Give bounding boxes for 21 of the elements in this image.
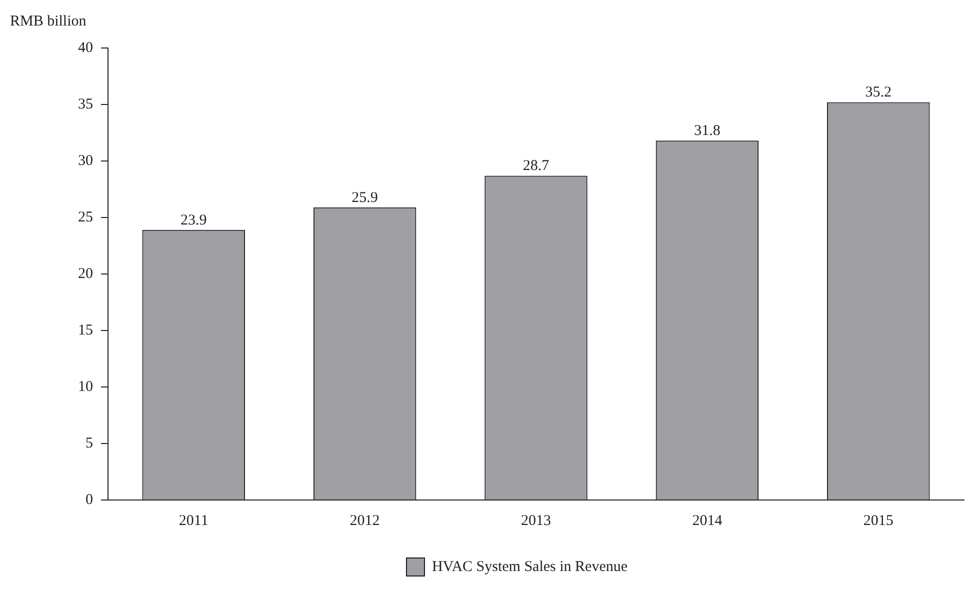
- y-axis-title: RMB billion: [10, 13, 87, 30]
- y-tick-label: 0: [86, 492, 93, 508]
- x-tick-label: 2014: [692, 512, 723, 529]
- y-tick-label: 35: [78, 96, 93, 112]
- x-tick-label: 2013: [521, 512, 551, 529]
- y-tick-label: 40: [78, 40, 93, 56]
- data-label: 31.8: [694, 123, 720, 140]
- y-tick-label: 25: [78, 209, 93, 226]
- x-tick-label: 2015: [863, 512, 894, 529]
- y-tick-label: 5: [86, 435, 93, 452]
- data-label: 25.9: [352, 190, 378, 206]
- data-label: 23.9: [180, 212, 207, 228]
- y-tick-label: 30: [78, 152, 93, 169]
- legend-label: HVAC System Sales in Revenue: [432, 558, 628, 575]
- y-tick-label: 10: [78, 378, 93, 395]
- y-tick-label: 20: [78, 266, 93, 282]
- data-label: 35.2: [865, 84, 892, 101]
- data-label: 28.7: [522, 158, 550, 174]
- x-tick-label: 2011: [178, 512, 208, 529]
- x-tick-label: 2012: [350, 512, 380, 529]
- y-tick-label: 15: [78, 322, 93, 338]
